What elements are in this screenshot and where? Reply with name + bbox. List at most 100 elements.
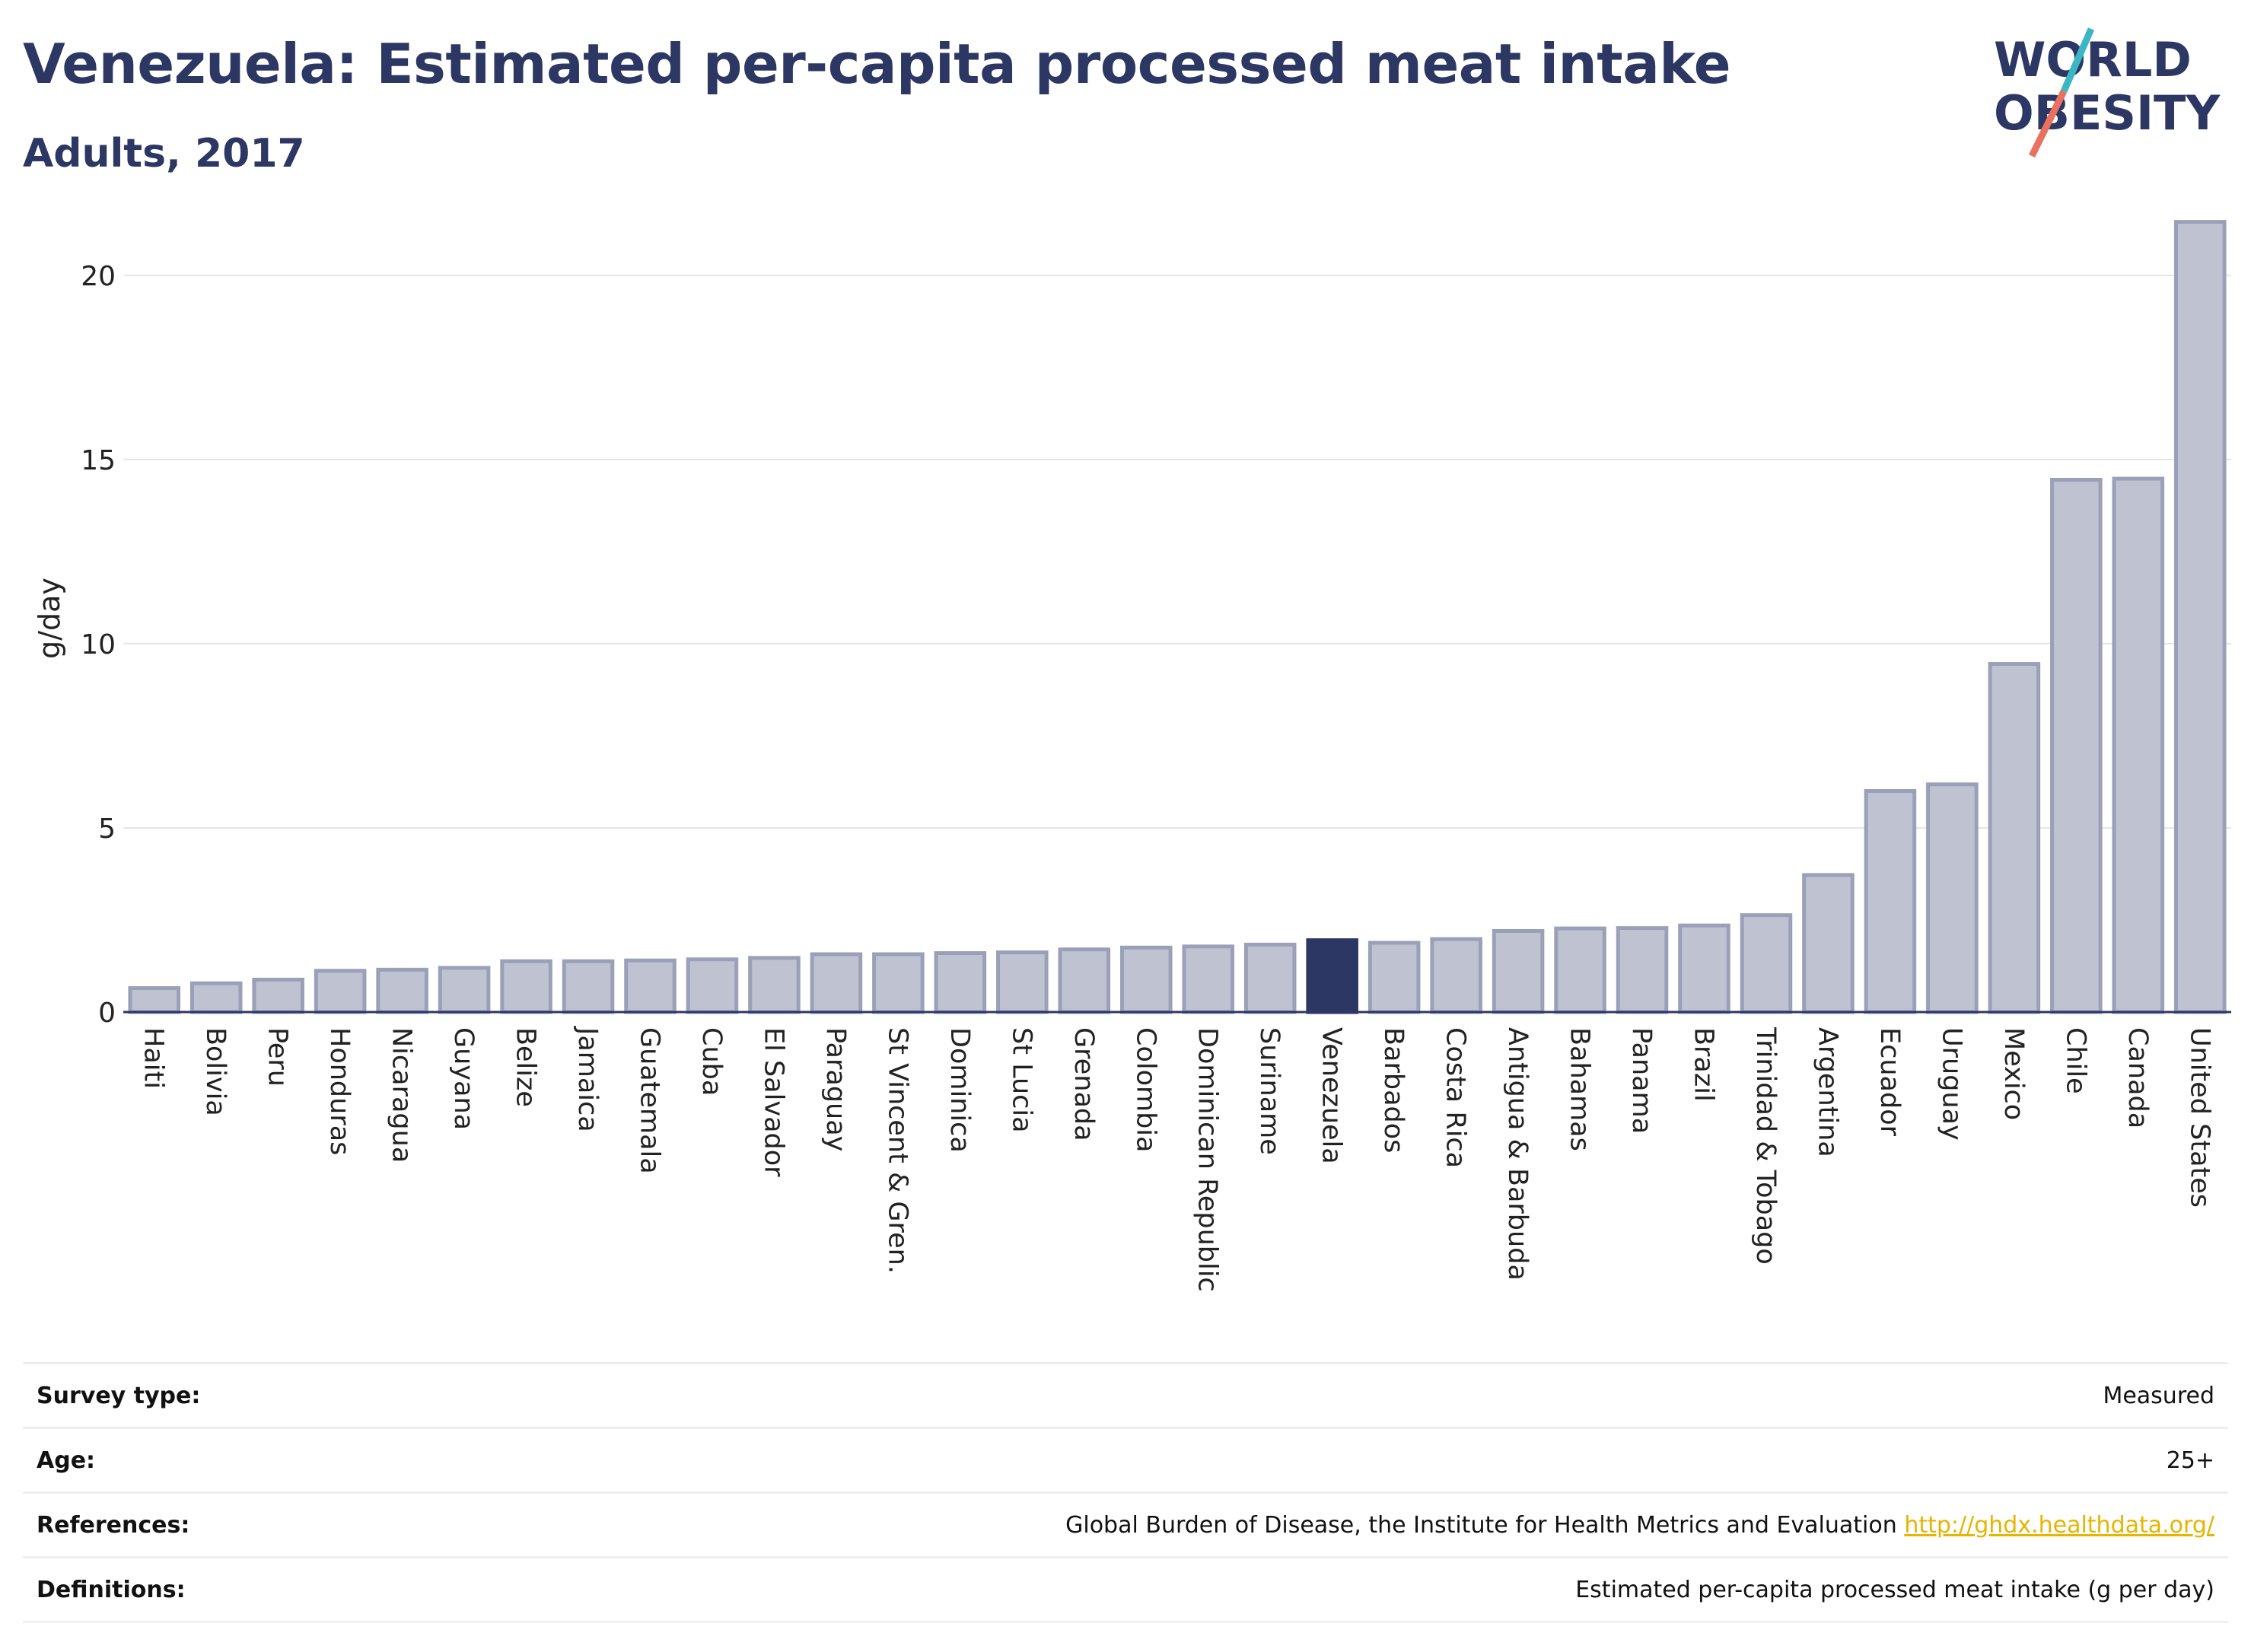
bar-bahamas[interactable] <box>1554 926 1606 1014</box>
bars <box>128 220 2227 1014</box>
bar-colombia[interactable] <box>1119 945 1173 1014</box>
y-axis: 0 5 10 15 20 <box>81 261 116 1029</box>
bar-ecuador[interactable] <box>1864 789 1917 1014</box>
x-tick-label: Canada <box>2122 1027 2153 1128</box>
bar-grenada[interactable] <box>1058 947 1111 1014</box>
bar-venezuela[interactable] <box>1306 938 1358 1014</box>
bar-argentina[interactable] <box>1802 873 1855 1014</box>
x-tick-label: Antigua & Barbuda <box>1502 1027 1533 1281</box>
meta-value: 25+ <box>2166 1447 2214 1474</box>
x-tick-label: Trinidad & Tobago <box>1750 1027 1781 1265</box>
x-axis-labels: Haiti Bolivia Peru Honduras Nicaragua Guyana B… <box>138 1026 2215 1292</box>
x-tick-label: St Vincent & Gren. <box>882 1027 912 1274</box>
meta-label: References: <box>37 1511 190 1539</box>
x-tick-label: Cuba <box>696 1027 727 1096</box>
y-tick-label: 15 <box>81 445 116 476</box>
bar-peru[interactable] <box>252 977 304 1014</box>
y-tick-label: 20 <box>81 261 116 292</box>
bar-bolivia[interactable] <box>189 981 243 1014</box>
bar-uruguay[interactable] <box>1926 782 1979 1014</box>
bar-paraguay[interactable] <box>810 952 863 1014</box>
x-tick-label: Venezuela <box>1317 1027 1347 1164</box>
x-tick-label: Guyana <box>448 1027 479 1130</box>
grid-lines <box>123 274 2231 829</box>
metadata-table: Survey type: Measured Age: 25+ Reference… <box>23 1362 2228 1623</box>
x-tick-label: Barbados <box>1378 1027 1409 1153</box>
bar-guatemala[interactable] <box>624 958 677 1014</box>
meta-row-definitions: Definitions: Estimated per-capita proces… <box>23 1556 2228 1623</box>
chart-title: Venezuela: Estimated per-capita processe… <box>23 32 1731 96</box>
x-tick-label: Haiti <box>138 1027 169 1089</box>
y-tick-label: 10 <box>81 629 116 660</box>
bar-st-vincent-gren-[interactable] <box>872 952 925 1014</box>
bar-cuba[interactable] <box>686 957 739 1014</box>
bar-brazil[interactable] <box>1678 923 1730 1014</box>
bar-antigua-barbuda[interactable] <box>1492 929 1545 1014</box>
meta-value: Estimated per-capita processed meat inta… <box>1575 1576 2214 1603</box>
bar-united-states[interactable] <box>2173 220 2227 1014</box>
bar-guyana[interactable] <box>438 966 491 1014</box>
bar-panama[interactable] <box>1616 926 1669 1014</box>
bar-canada[interactable] <box>2112 476 2165 1014</box>
bar-el-salvador[interactable] <box>748 956 801 1014</box>
bar-mexico[interactable] <box>1988 662 2041 1014</box>
meta-label: Survey type: <box>37 1382 201 1409</box>
x-tick-label: El Salvador <box>758 1027 788 1177</box>
x-tick-label: Belize <box>511 1027 541 1107</box>
bar-chart: 0 5 10 15 20 g/day Haiti Bolivia Peru Honduras N… <box>33 220 2231 1292</box>
meta-row-references: References: Global Burden of Disease, th… <box>23 1491 2228 1556</box>
bar-nicaragua[interactable] <box>376 967 428 1014</box>
bar-trinidad-tobago[interactable] <box>1740 913 1793 1014</box>
logo-text-world: WORLD <box>1994 32 2192 88</box>
y-tick-label: 0 <box>98 998 116 1029</box>
bar-st-lucia[interactable] <box>996 950 1049 1014</box>
x-tick-label: Peru <box>263 1027 293 1087</box>
x-tick-label: Costa Rica <box>1441 1027 1471 1168</box>
bar-dominica[interactable] <box>934 951 987 1014</box>
x-tick-label: Mexico <box>1998 1027 2029 1120</box>
y-tick-label: 5 <box>98 813 116 845</box>
bar-haiti[interactable] <box>128 986 181 1014</box>
bar-barbados[interactable] <box>1367 941 1421 1014</box>
logo-slash-coral <box>2028 90 2068 158</box>
bar-honduras[interactable] <box>314 969 367 1014</box>
bar-jamaica[interactable] <box>562 959 615 1014</box>
meta-row-survey-type: Survey type: Measured <box>23 1362 2228 1427</box>
x-tick-label: Panama <box>1626 1027 1657 1134</box>
logo-slash-teal <box>2060 27 2095 93</box>
x-tick-label: Suriname <box>1254 1027 1285 1155</box>
bar-suriname[interactable] <box>1243 942 1297 1014</box>
x-tick-label: Honduras <box>324 1027 355 1155</box>
x-tick-label: Paraguay <box>820 1027 851 1151</box>
meta-value: Measured <box>2103 1382 2214 1409</box>
chart-subtitle: Adults, 2017 <box>23 131 305 177</box>
x-tick-label: Chile <box>2060 1027 2090 1094</box>
x-tick-label: Uruguay <box>1936 1027 1966 1141</box>
bar-chile[interactable] <box>2050 477 2103 1014</box>
x-tick-label: Colombia <box>1130 1027 1161 1152</box>
y-axis-label: g/day <box>33 578 66 659</box>
world-obesity-logo: WORLD OBESITY <box>1994 27 2221 158</box>
x-tick-label: Dominica <box>944 1027 975 1153</box>
x-tick-label: Bolivia <box>200 1027 231 1116</box>
logo-text-obesity: OBESITY <box>1994 85 2221 141</box>
x-tick-label: Dominican Republic <box>1192 1027 1223 1292</box>
x-tick-label: United States <box>2184 1027 2214 1208</box>
x-tick-label: Ecuador <box>1874 1027 1905 1137</box>
bar-dominican-republic[interactable] <box>1182 944 1235 1014</box>
meta-label: Definitions: <box>37 1576 186 1603</box>
x-tick-label: St Lucia <box>1006 1027 1036 1133</box>
x-tick-label: Grenada <box>1068 1027 1099 1141</box>
meta-row-age: Age: 25+ <box>23 1427 2228 1491</box>
x-tick-label: Bahamas <box>1565 1027 1595 1151</box>
x-tick-label: Brazil <box>1689 1027 1719 1102</box>
bar-belize[interactable] <box>500 959 552 1014</box>
reference-link[interactable]: http://ghdx.healthdata.org/ <box>1904 1511 2214 1539</box>
meta-value-references: Global Burden of Disease, the Institute … <box>1065 1512 2228 1539</box>
x-tick-label: Jamaica <box>572 1026 603 1132</box>
x-tick-label: Guatemala <box>635 1027 665 1174</box>
x-tick-label: Nicaragua <box>387 1027 417 1163</box>
reference-text: Global Burden of Disease, the Institute … <box>1065 1511 1897 1539</box>
x-tick-label: Argentina <box>1812 1027 1842 1157</box>
bar-costa-rica[interactable] <box>1430 937 1482 1014</box>
